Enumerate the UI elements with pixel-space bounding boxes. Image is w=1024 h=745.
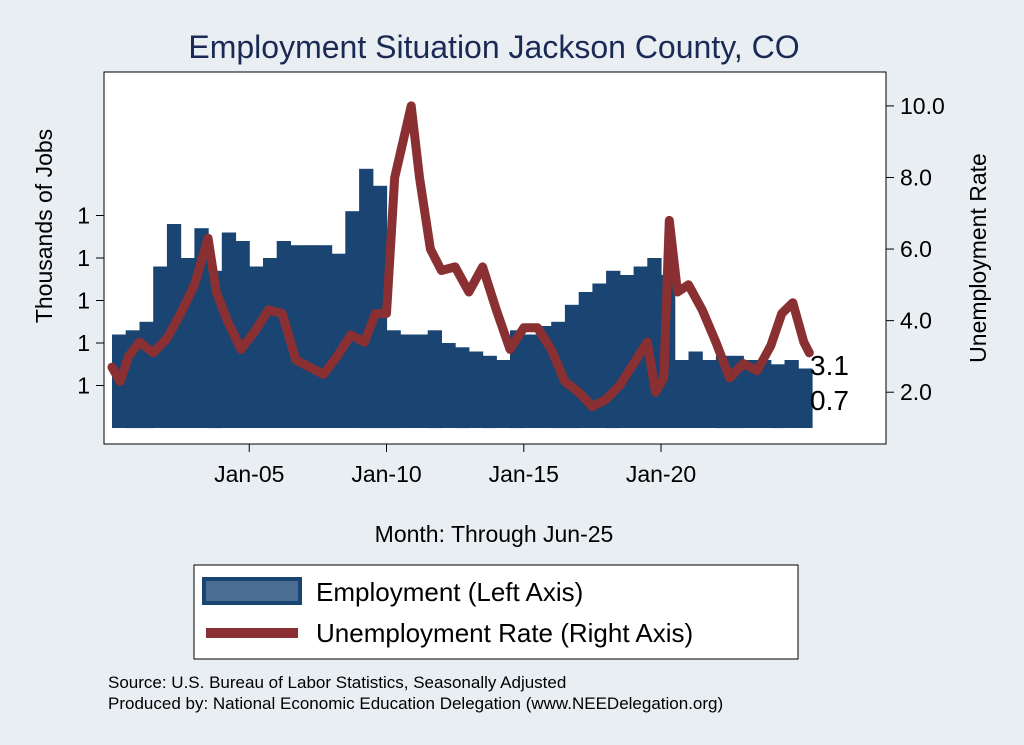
legend-label-employment: Employment (Left Axis) — [316, 577, 583, 607]
employment-bar — [592, 283, 607, 428]
x-tick-label: Jan-20 — [626, 461, 696, 487]
unemployment-line — [107, 101, 814, 411]
right-tick-label: 6.0 — [900, 236, 932, 262]
employment-bar — [359, 168, 374, 429]
employment-bar — [455, 347, 470, 429]
employment-bar — [263, 258, 278, 428]
x-tick-label: Jan-10 — [351, 461, 421, 487]
x-tick-label: Jan-05 — [214, 461, 284, 487]
employment-bar — [290, 245, 305, 428]
employment-bar — [564, 304, 580, 429]
employment-bar — [317, 245, 333, 428]
employment-bar — [482, 355, 497, 429]
source-line-1: Source: U.S. Bureau of Labor Statistics,… — [108, 673, 566, 692]
legend: Employment (Left Axis) Unemployment Rate… — [193, 564, 799, 660]
employment-bar — [372, 185, 388, 429]
employment-bar — [770, 364, 786, 429]
right-axis: 2.0 4.0 6.0 8.0 10.0 — [886, 93, 945, 405]
right-tick-label: 8.0 — [900, 164, 932, 190]
y-axis-right-label: Unemployment Rate — [965, 153, 991, 363]
employment-bar — [674, 360, 689, 428]
right-tick-label: 4.0 — [900, 308, 932, 334]
employment-bar — [386, 330, 401, 429]
left-axis: 1 1 1 1 1 — [77, 203, 104, 399]
left-tick-label: 1 — [77, 203, 90, 229]
end-label-unemployment: 3.1 — [810, 350, 849, 381]
employment-bar — [619, 275, 635, 428]
employment-bar — [784, 360, 799, 428]
employment-bar — [523, 334, 539, 428]
employment-bar — [441, 343, 456, 428]
employment-bar — [331, 253, 346, 428]
legend-label-unemployment: Unemployment Rate (Right Axis) — [316, 618, 693, 648]
x-axis-label: Month: Through Jun-25 — [375, 521, 614, 547]
x-tick-label: Jan-15 — [489, 461, 559, 487]
left-tick-label: 1 — [77, 373, 90, 399]
employment-bar — [702, 360, 717, 428]
employment-bar — [414, 334, 429, 428]
legend-swatch-employment — [202, 577, 302, 605]
employment-bar — [510, 330, 525, 429]
x-axis: Jan-05 Jan-10 Jan-15 Jan-20 — [214, 444, 696, 487]
employment-bar — [743, 360, 758, 428]
employment-bar — [139, 321, 154, 429]
employment-bar — [688, 351, 703, 428]
employment-bar — [304, 245, 319, 428]
employment-bar — [757, 360, 772, 428]
employment-bar — [606, 270, 621, 429]
left-tick-label: 1 — [77, 330, 90, 356]
right-tick-label: 10.0 — [900, 93, 945, 119]
end-label-employment: 0.7 — [810, 385, 849, 416]
employment-bar — [798, 368, 813, 428]
employment-bar — [249, 266, 264, 428]
left-tick-label: 1 — [77, 245, 90, 271]
left-tick-label: 1 — [77, 288, 90, 314]
employment-bar — [468, 351, 484, 428]
chart-title: Employment Situation Jackson County, CO — [188, 29, 799, 65]
employment-bar — [427, 330, 442, 429]
employment-bar — [496, 360, 511, 428]
source-line-2: Produced by: National Economic Education… — [108, 694, 723, 713]
employment-bar — [400, 334, 415, 428]
employment-bar — [235, 241, 250, 428]
right-tick-label: 2.0 — [900, 379, 932, 405]
employment-bar — [345, 211, 360, 428]
y-axis-left-label: Thousands of Jobs — [31, 129, 57, 323]
